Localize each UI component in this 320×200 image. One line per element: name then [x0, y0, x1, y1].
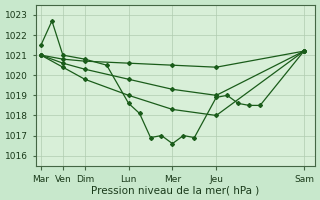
X-axis label: Pression niveau de la mer( hPa ): Pression niveau de la mer( hPa ) — [91, 185, 259, 195]
